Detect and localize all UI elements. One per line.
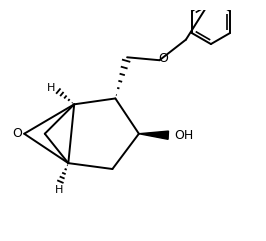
Text: O: O xyxy=(158,52,168,65)
Text: H: H xyxy=(55,185,64,195)
Text: O: O xyxy=(12,127,22,140)
Text: H: H xyxy=(47,83,55,93)
Polygon shape xyxy=(139,131,168,139)
Text: OH: OH xyxy=(175,129,194,142)
